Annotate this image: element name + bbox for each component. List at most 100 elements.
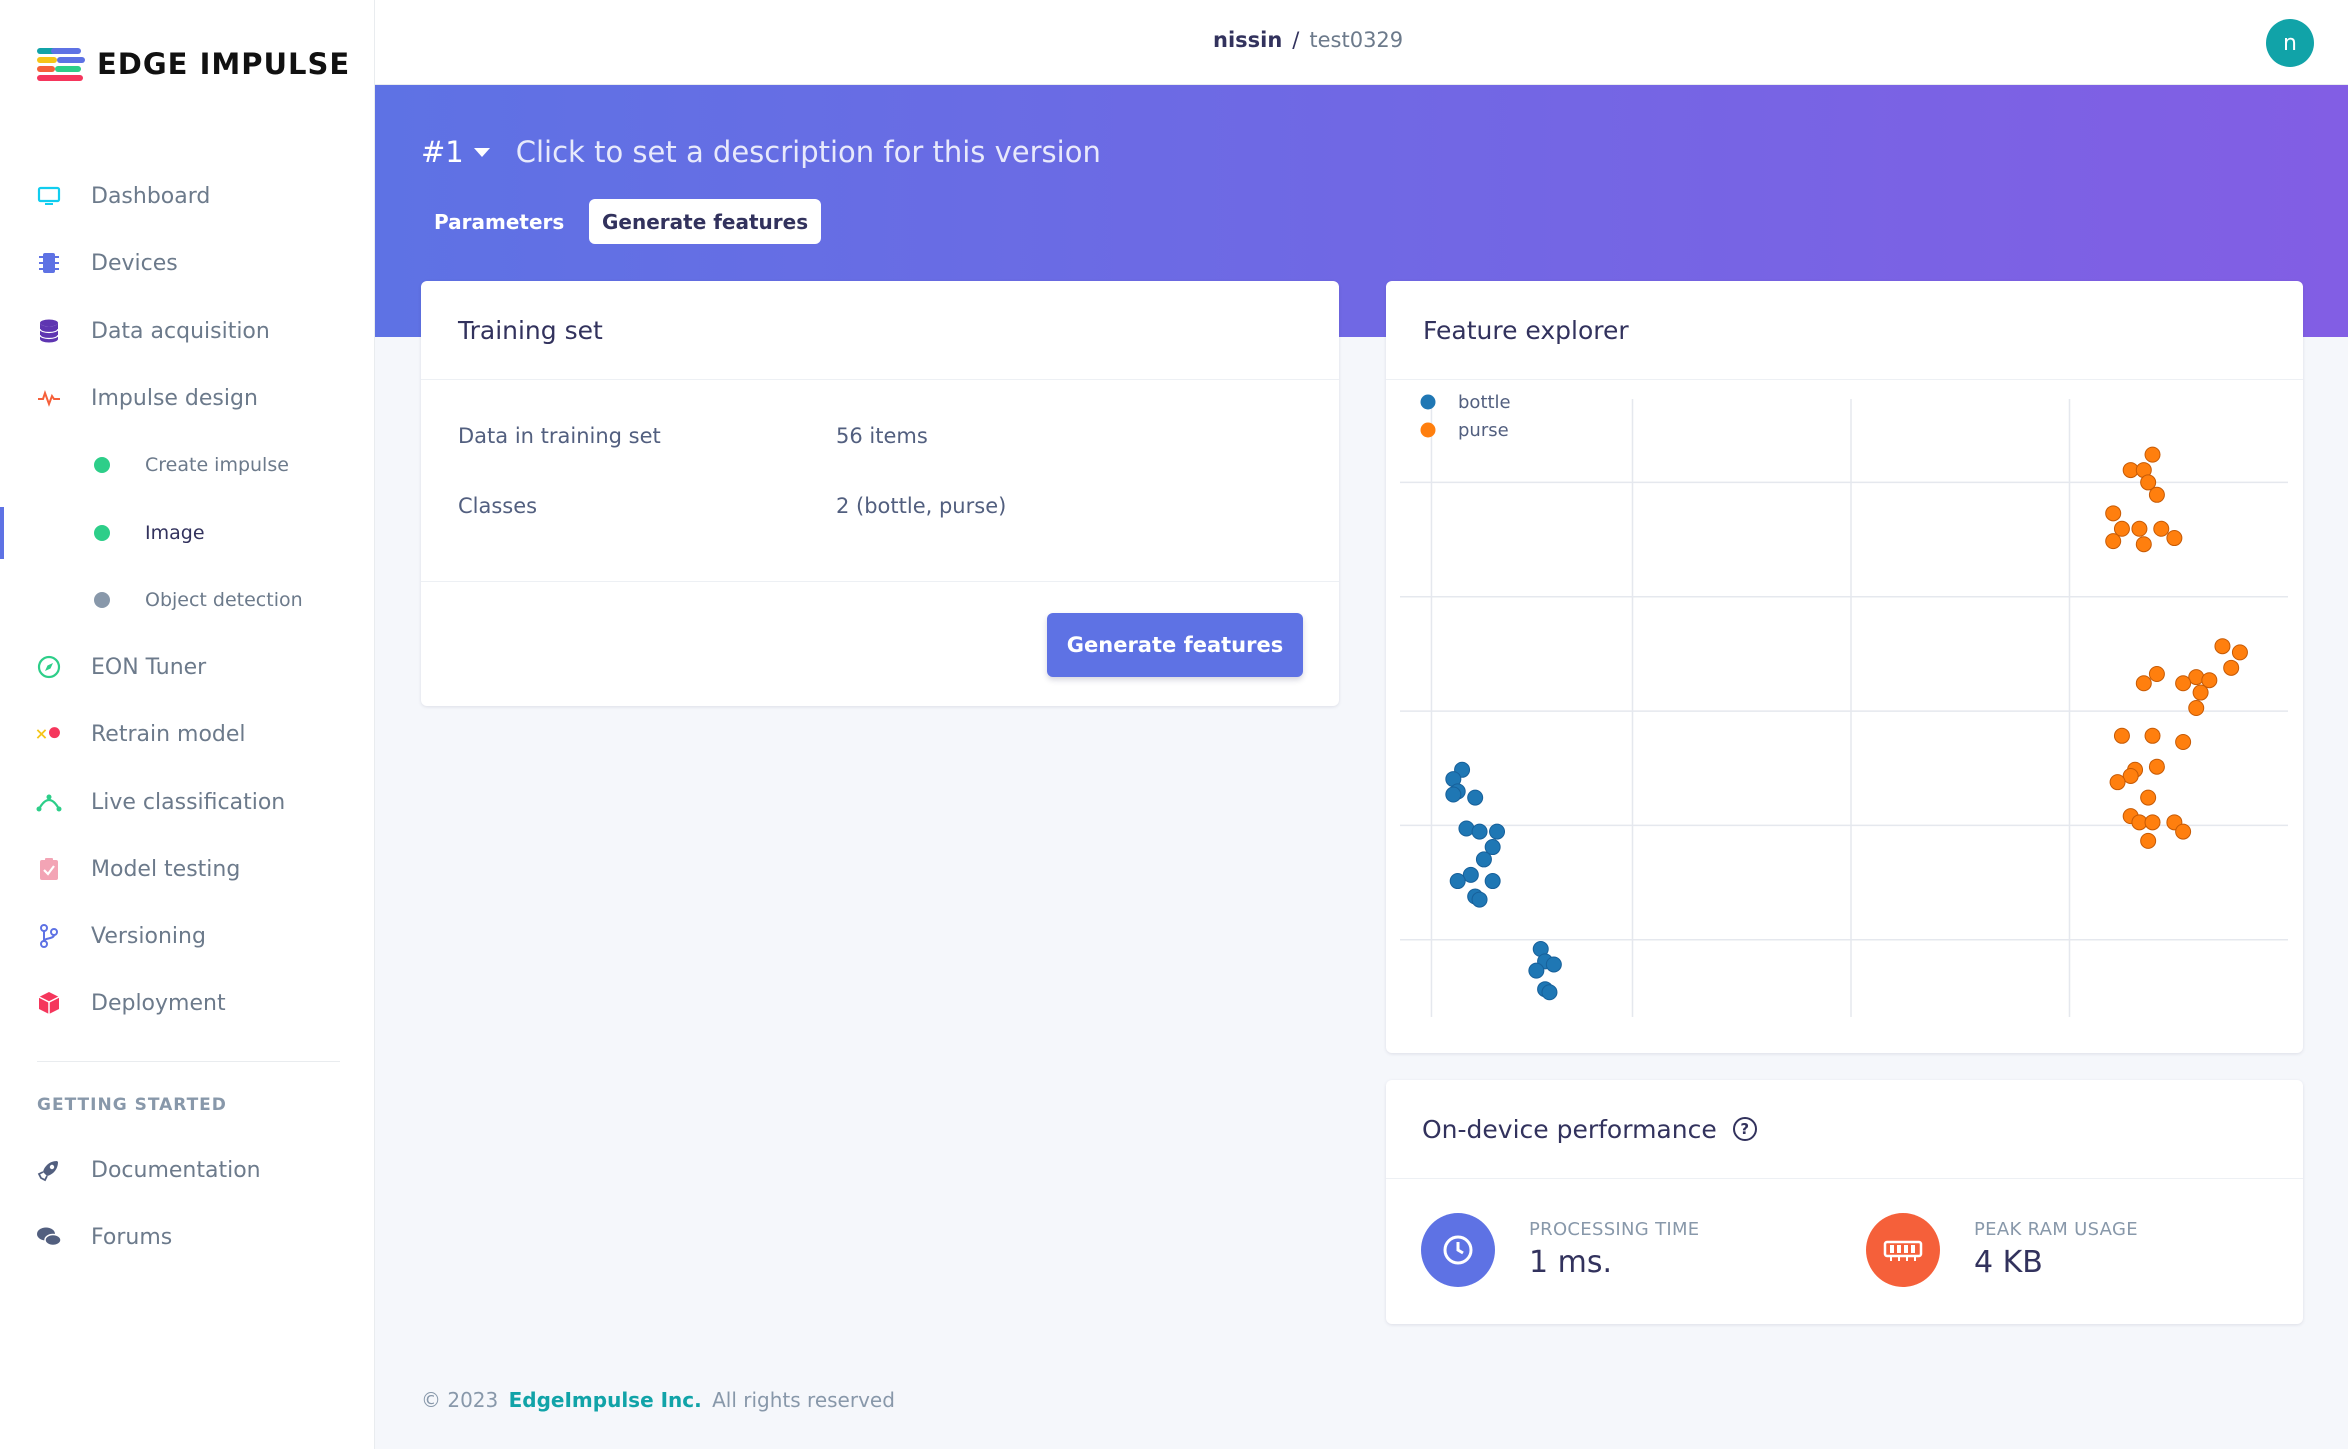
scatter-point-bottle[interactable] (1475, 851, 1492, 868)
sidebar-item-label: Deployment (91, 990, 226, 1016)
sidebar-item-label: Image (145, 522, 205, 544)
breadcrumb: nissin / test0329 (1213, 28, 1403, 52)
retrain-icon (36, 721, 62, 747)
scatter-point-purse[interactable] (2135, 675, 2152, 692)
scatter-point-bottle[interactable] (1489, 823, 1506, 840)
scatter-point-purse[interactable] (2131, 520, 2148, 537)
scatter-point-purse[interactable] (2192, 684, 2209, 701)
sidebar-item-eon-tuner[interactable]: EON Tuner (0, 639, 374, 695)
sidebar-item-devices[interactable]: Devices (0, 235, 374, 291)
sidebar-item-impulse-design[interactable]: Impulse design (0, 370, 374, 426)
sidebar-item-model-testing[interactable]: Model testing (0, 841, 374, 897)
scatter-point-purse[interactable] (2166, 530, 2183, 547)
scatter-point-purse[interactable] (2175, 733, 2192, 750)
scatter-point-purse[interactable] (2113, 727, 2130, 744)
avatar[interactable]: n (2266, 19, 2314, 67)
company-link[interactable]: EdgeImpulse Inc. (508, 1388, 702, 1412)
scatter-point-bottle[interactable] (1467, 789, 1484, 806)
scatter-point-bottle[interactable] (1484, 873, 1501, 890)
scatter-point-bottle[interactable] (1484, 839, 1501, 856)
scatter-point-bottle[interactable] (1449, 873, 1466, 890)
scatter-point-purse[interactable] (2140, 832, 2157, 849)
card-title: On-device performance ? (1386, 1080, 2303, 1179)
scatter-point-purse[interactable] (2153, 520, 2170, 537)
scatter-point-purse[interactable] (2223, 659, 2240, 676)
scatter-point-bottle[interactable] (1545, 956, 1562, 973)
scatter-point-bottle[interactable] (1471, 891, 1488, 908)
scatter-point-purse[interactable] (2148, 758, 2165, 775)
scatter-point-purse[interactable] (2122, 767, 2139, 784)
version-selector[interactable]: #1 Click to set a description for this v… (421, 135, 1101, 169)
generate-features-button[interactable]: Generate features (1047, 613, 1303, 677)
top-bar: nissin / test0329 n (375, 0, 2348, 85)
scatter-point-purse[interactable] (2140, 474, 2157, 491)
breadcrumb-user[interactable]: nissin (1213, 28, 1283, 52)
sidebar-item-documentation[interactable]: Documentation (0, 1142, 374, 1198)
tab-generate-features[interactable]: Generate features (589, 199, 822, 244)
scatter-point-purse[interactable] (2148, 486, 2165, 503)
sidebar: EDGE IMPULSE Dashboard Devices Data acqu… (0, 0, 375, 1449)
scatter-point-purse[interactable] (2201, 672, 2218, 689)
scatter-point-purse[interactable] (2231, 644, 2248, 661)
clipboard-icon (36, 856, 62, 882)
sidebar-item-image[interactable]: Image (0, 505, 374, 561)
scatter-point-purse[interactable] (2109, 774, 2126, 791)
sidebar-item-label: Impulse design (91, 385, 258, 411)
sidebar-item-live-classification[interactable]: Live classification (0, 774, 374, 830)
scatter-point-purse[interactable] (2144, 727, 2161, 744)
breadcrumb-project[interactable]: test0329 (1309, 28, 1404, 52)
help-icon[interactable]: ? (1732, 1117, 1757, 1141)
sidebar-item-label: Create impulse (145, 454, 289, 476)
scatter-point-purse[interactable] (2105, 505, 2122, 522)
sidebar-item-label: Data acquisition (91, 318, 270, 344)
footer: © 2023 EdgeImpulse Inc. All rights reser… (421, 1388, 895, 1412)
feature-explorer-chart[interactable]: bottle purse (1386, 381, 2303, 1053)
scatter-point-purse[interactable] (2175, 823, 2192, 840)
caret-down-icon (473, 147, 490, 157)
scatter-point-purse[interactable] (2175, 675, 2192, 692)
monitor-icon (36, 183, 62, 209)
scatter-point-purse[interactable] (2135, 536, 2152, 553)
scatter-point-purse[interactable] (2105, 533, 2122, 550)
status-dot-icon (94, 592, 110, 608)
sidebar-item-label: Live classification (91, 789, 286, 815)
sidebar-item-label: Forums (91, 1224, 173, 1250)
scatter-point-bottle[interactable] (1445, 786, 1462, 803)
cube-icon (36, 990, 62, 1016)
database-icon (36, 318, 62, 344)
sidebar-item-forums[interactable]: Forums (0, 1209, 374, 1265)
scatter-point-bottle[interactable] (1458, 820, 1475, 837)
sidebar-item-versioning[interactable]: Versioning (0, 908, 374, 964)
scatter-point-bottle[interactable] (1471, 823, 1488, 840)
scatter-point-purse[interactable] (2144, 814, 2161, 831)
tab-parameters[interactable]: Parameters (434, 209, 565, 234)
peak-ram-value: 4 KB (1974, 1245, 2043, 1280)
version-description[interactable]: Click to set a description for this vers… (515, 135, 1101, 169)
scatter-point-purse[interactable] (2144, 446, 2161, 463)
rights-text: All rights reserved (712, 1388, 895, 1412)
scatter-point-purse[interactable] (2113, 520, 2130, 537)
sidebar-item-retrain-model[interactable]: Retrain model (0, 706, 374, 762)
scatter-point-bottle[interactable] (1462, 866, 1479, 883)
scatter-point-purse[interactable] (2188, 700, 2205, 716)
row-value: 56 items (836, 424, 928, 448)
feature-explorer-card: Feature explorer bottle purse (1386, 281, 2303, 1053)
scatter-point-purse[interactable] (2214, 638, 2231, 655)
scatter-point-bottle[interactable] (1541, 984, 1558, 1001)
copyright: © 2023 (421, 1388, 499, 1412)
row-label: Classes (458, 494, 538, 518)
peak-ram-caption: PEAK RAM USAGE (1974, 1219, 2138, 1240)
scatter-point-bottle[interactable] (1528, 962, 1545, 979)
sidebar-item-deployment[interactable]: Deployment (0, 975, 374, 1031)
sidebar-item-label: Versioning (91, 923, 206, 949)
on-device-performance-card: On-device performance ? PROCESSING TIME … (1386, 1080, 2303, 1324)
logo[interactable]: EDGE IMPULSE (37, 46, 350, 82)
version-number: #1 (421, 135, 464, 169)
scatter-point-purse[interactable] (2140, 789, 2157, 806)
sidebar-item-dashboard[interactable]: Dashboard (0, 168, 374, 224)
sidebar-item-label: Object detection (145, 589, 303, 611)
sidebar-item-create-impulse[interactable]: Create impulse (0, 437, 374, 493)
scatter-point-purse[interactable] (2148, 666, 2165, 683)
sidebar-item-data-acquisition[interactable]: Data acquisition (0, 303, 374, 359)
sidebar-item-object-detection[interactable]: Object detection (0, 572, 374, 628)
